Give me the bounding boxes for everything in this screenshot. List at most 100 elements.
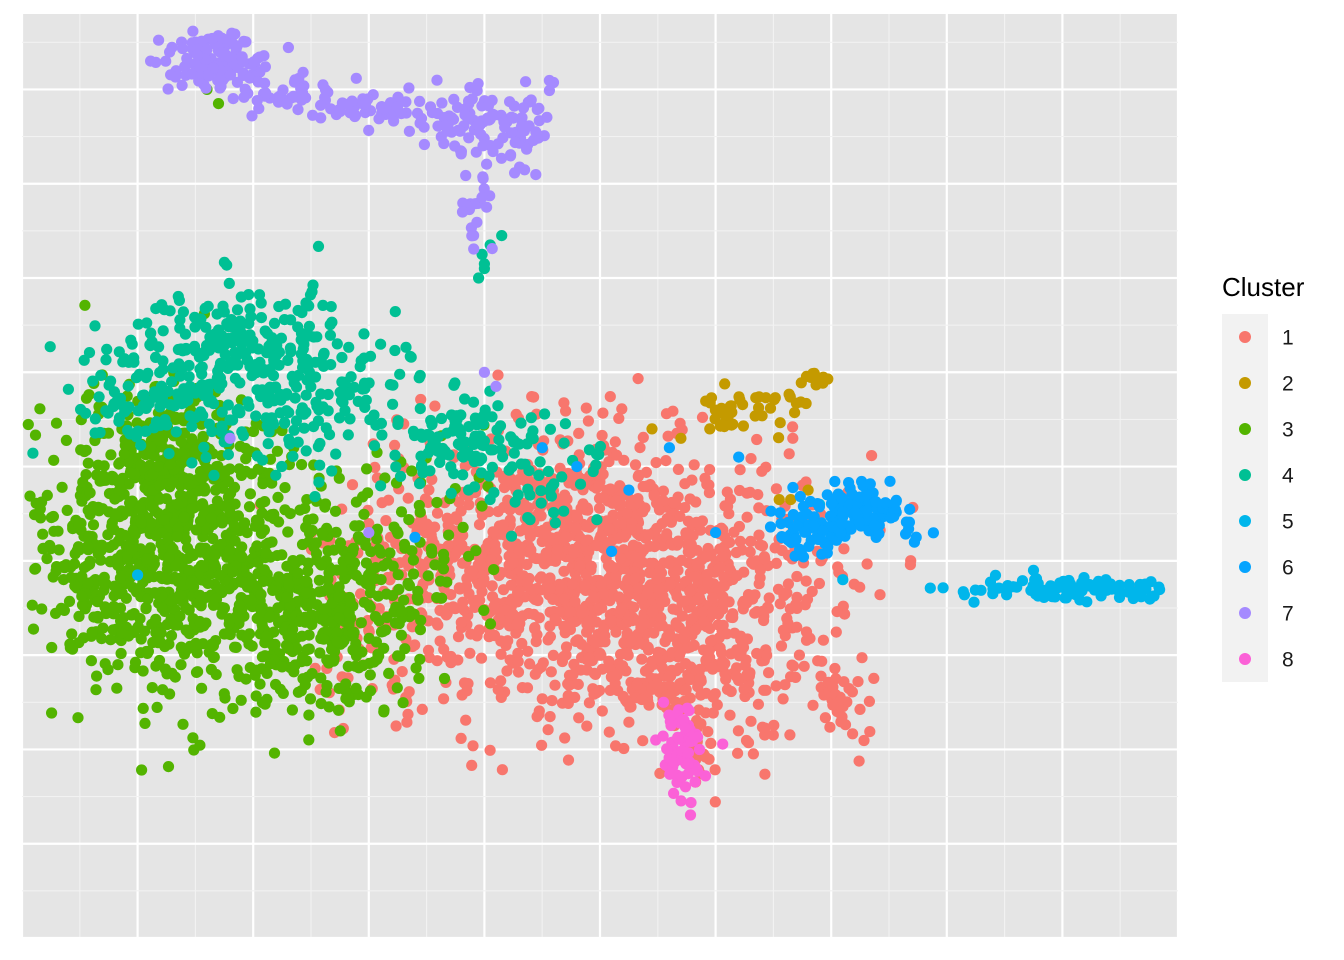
data-points (22, 25, 1166, 821)
point-cluster-3 (157, 684, 169, 696)
point-cluster-6 (821, 547, 833, 559)
point-cluster-3 (282, 642, 294, 655)
point-cluster-1 (460, 714, 472, 726)
point-cluster-7 (363, 124, 375, 136)
point-cluster-7 (216, 32, 228, 44)
point-cluster-4 (337, 396, 349, 408)
point-cluster-1 (559, 732, 571, 744)
point-cluster-6 (903, 523, 915, 535)
point-cluster-6 (606, 545, 618, 558)
point-cluster-3 (194, 615, 206, 628)
point-cluster-1 (694, 663, 706, 675)
point-cluster-3 (174, 589, 186, 601)
point-cluster-7 (481, 201, 493, 213)
point-cluster-1 (673, 649, 686, 661)
point-cluster-1 (473, 624, 485, 636)
point-cluster-3 (239, 517, 251, 529)
point-cluster-4 (292, 436, 304, 448)
point-cluster-4 (295, 327, 308, 340)
point-cluster-4 (478, 258, 490, 270)
point-cluster-3 (255, 588, 267, 601)
point-cluster-2 (737, 399, 749, 411)
point-cluster-1 (455, 505, 467, 517)
point-cluster-1 (603, 523, 615, 535)
point-cluster-1 (783, 448, 795, 460)
point-cluster-3 (82, 504, 94, 516)
point-cluster-1 (452, 631, 465, 643)
point-cluster-1 (415, 393, 427, 406)
point-cluster-1 (768, 719, 780, 731)
point-cluster-3 (82, 577, 94, 589)
point-cluster-7 (543, 74, 556, 87)
point-cluster-7 (403, 82, 415, 94)
point-cluster-1 (633, 469, 645, 481)
point-cluster-1 (585, 560, 597, 572)
point-cluster-4 (298, 422, 310, 434)
point-cluster-1 (807, 699, 819, 711)
legend-key-5 (1239, 515, 1251, 527)
point-cluster-1 (560, 531, 572, 543)
point-cluster-3 (229, 535, 241, 547)
point-cluster-1 (567, 668, 579, 681)
point-cluster-1 (595, 579, 608, 591)
point-cluster-1 (403, 686, 415, 698)
point-cluster-4 (279, 416, 291, 428)
point-cluster-1 (853, 755, 865, 767)
point-cluster-4 (201, 339, 213, 352)
point-cluster-3 (41, 553, 53, 565)
point-cluster-3 (27, 623, 40, 635)
point-cluster-1 (559, 493, 572, 505)
point-cluster-3 (381, 611, 393, 624)
point-cluster-4 (370, 419, 382, 431)
point-cluster-5 (1076, 577, 1088, 589)
point-cluster-1 (449, 603, 461, 615)
point-cluster-3 (303, 734, 315, 746)
point-cluster-1 (576, 607, 588, 619)
point-cluster-7 (248, 56, 260, 68)
point-cluster-3 (135, 517, 147, 529)
point-cluster-3 (114, 572, 126, 584)
legend-key-4 (1239, 469, 1251, 481)
point-cluster-3 (292, 686, 304, 698)
point-cluster-1 (451, 545, 463, 557)
point-cluster-3 (212, 98, 225, 110)
point-cluster-1 (562, 754, 575, 766)
point-cluster-4 (313, 476, 325, 488)
point-cluster-4 (505, 530, 518, 542)
point-cluster-3 (102, 529, 114, 541)
point-cluster-4 (133, 368, 145, 380)
point-cluster-7 (531, 103, 543, 116)
point-cluster-1 (583, 615, 595, 628)
point-cluster-3 (140, 603, 152, 615)
point-cluster-4 (559, 418, 572, 430)
point-cluster-2 (802, 484, 814, 496)
point-cluster-1 (464, 647, 476, 659)
point-cluster-4 (234, 321, 246, 334)
point-cluster-3 (406, 545, 418, 557)
point-cluster-3 (443, 529, 455, 541)
point-cluster-1 (467, 740, 479, 752)
legend-key-background (1222, 314, 1268, 682)
point-cluster-4 (334, 386, 346, 398)
point-cluster-7 (359, 98, 371, 110)
point-cluster-3 (478, 604, 490, 617)
point-cluster-1 (767, 729, 779, 741)
point-cluster-3 (110, 508, 122, 520)
series-7 (145, 25, 560, 539)
point-cluster-3 (111, 682, 123, 694)
point-cluster-4 (313, 404, 325, 416)
point-cluster-7 (454, 125, 466, 137)
point-cluster-7 (246, 110, 258, 122)
point-cluster-1 (488, 630, 500, 642)
point-cluster-4 (463, 484, 475, 496)
point-cluster-4 (95, 369, 107, 381)
point-cluster-4 (436, 450, 448, 462)
point-cluster-1 (542, 724, 554, 736)
point-cluster-1 (718, 597, 730, 609)
point-cluster-1 (836, 711, 848, 723)
point-cluster-1 (651, 522, 663, 535)
point-cluster-2 (790, 397, 803, 409)
point-cluster-1 (741, 669, 753, 681)
point-cluster-3 (205, 512, 217, 524)
series-2 (646, 367, 834, 506)
